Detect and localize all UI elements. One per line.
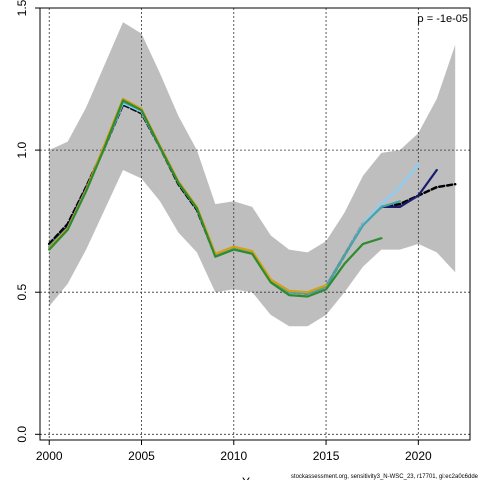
x-tick-label: 2015: [313, 449, 340, 463]
x-tick-label: 2000: [36, 449, 63, 463]
x-tick-label: 2005: [128, 449, 155, 463]
series-line-6: [48, 99, 383, 298]
series-lines: [47, 97, 457, 298]
confidence-band: [49, 22, 456, 327]
footer-note: stockassessment.org, sensitivity3_N-WSC_…: [291, 474, 479, 480]
confidence-band-area: [49, 22, 456, 327]
axis-ticks: 2000 2005 2010 2015 2020 0.0 0.5 1.0 1.5: [15, 0, 432, 463]
plot-frame: [39, 7, 471, 441]
y-tick-label: 1.5: [15, 0, 29, 16]
y-tick-label: 0.0: [15, 426, 29, 443]
rho-annotation: ρ = -1e-05: [417, 13, 468, 25]
y-tick-label: 0.5: [15, 284, 29, 301]
y-tick-label: 1.0: [15, 141, 29, 158]
x-tick-label: 2010: [220, 449, 247, 463]
x-tick-label: 2020: [405, 449, 432, 463]
x-axis-title: Y: [242, 475, 250, 480]
grid: [40, 7, 470, 440]
